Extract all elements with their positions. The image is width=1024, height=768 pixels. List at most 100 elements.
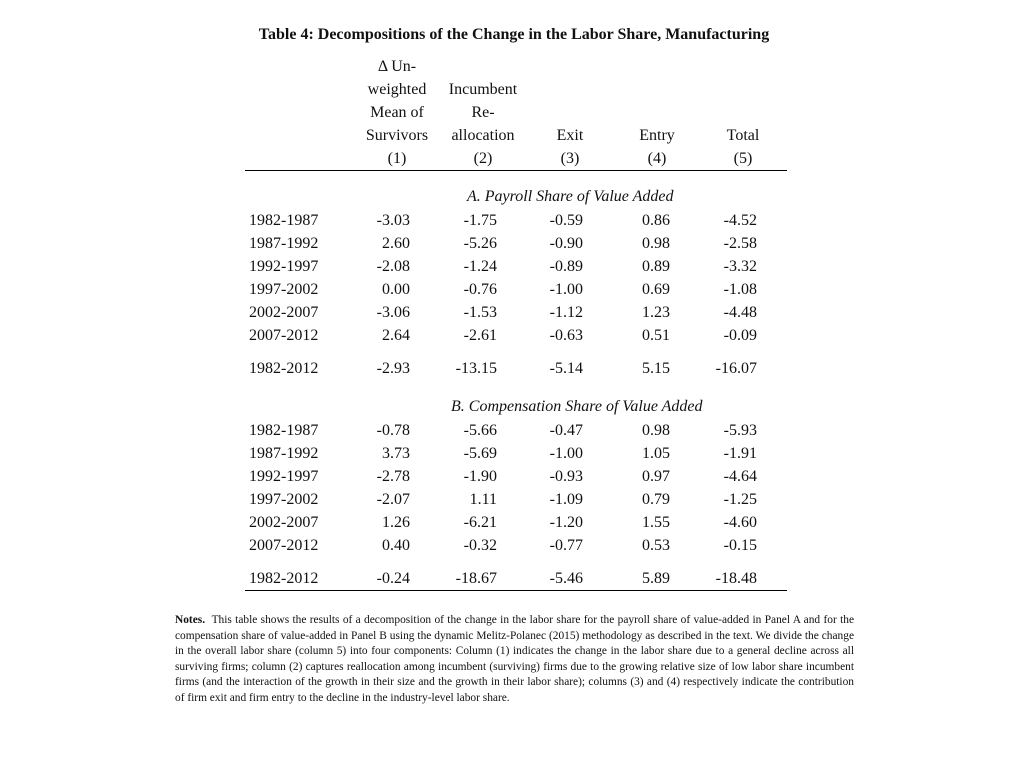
value-cell-col2: -2.61 [463,327,497,344]
value-cell-col1: 0.40 [382,537,410,554]
table-row: 2002-2007 -3.06 -1.53 -1.12 1.23 -4.48 [245,301,787,324]
value-cell-col5: -4.52 [723,212,757,229]
column-header-line: Mean of [370,104,424,121]
value-cell-col4: 5.15 [642,360,670,377]
value-cell-col5: -18.48 [715,570,757,587]
column-header-line: Entry [639,127,675,144]
value-cell-col5: -4.60 [723,514,757,531]
period-label: 1982-1987 [249,212,319,229]
column-header-4: Entry (4) [627,124,687,170]
value-cell-col1: -2.93 [376,360,410,377]
value-cell-col2: -1.24 [463,258,497,275]
period-label: 2007-2012 [249,327,319,344]
period-label: 2007-2012 [249,537,319,554]
value-cell-col5: -1.08 [723,281,757,298]
column-header-line: Total [726,127,760,144]
table-row: 1997-2002 -2.07 1.11 -1.09 0.79 -1.25 [245,488,787,511]
column-number: (1) [387,150,407,167]
value-cell-col4: 1.05 [642,445,670,462]
table-row: 1992-1997 -2.08 -1.24 -0.89 0.89 -3.32 [245,255,787,278]
value-cell-col1: -3.03 [376,212,410,229]
period-label: 1992-1997 [249,468,319,485]
value-cell-col3: -1.12 [549,304,583,321]
table-notes: Notes. This table shows the results of a… [175,613,854,707]
value-cell-col1: -2.07 [376,491,410,508]
value-cell-col3: -1.09 [549,491,583,508]
period-label: 1987-1992 [249,445,319,462]
column-number: (4) [647,150,667,167]
period-label: 1992-1997 [249,258,319,275]
value-cell-col3: -0.90 [549,235,583,252]
panel-a: 1982-1987 -3.03 -1.75 -0.59 0.86 -4.52 1987-19… [245,209,787,380]
total-row: 1982-2012 -0.24 -18.67 -5.46 5.89 -18.48 [245,567,787,591]
value-cell-col5: -16.07 [715,360,757,377]
column-header-line: Δ Un- [377,58,417,75]
value-cell-col1: -0.24 [376,570,410,587]
value-cell-col3: -5.46 [549,570,583,587]
value-cell-col1: -0.78 [376,422,410,439]
column-number: (3) [560,150,580,167]
value-cell-col5: -4.48 [723,304,757,321]
value-cell-col1: 3.73 [382,445,410,462]
value-cell-col4: 5.89 [642,570,670,587]
value-cell-col2: -1.90 [463,468,497,485]
value-cell-col2: 1.11 [469,491,497,508]
value-cell-col3: -5.14 [549,360,583,377]
total-row: 1982-2012 -2.93 -13.15 -5.14 5.15 -16.07 [245,357,787,380]
table-row: 1987-1992 2.60 -5.26 -0.90 0.98 -2.58 [245,232,787,255]
value-cell-col4: 1.55 [642,514,670,531]
column-header-line: allocation [451,127,515,144]
table-row: 1982-1987 -0.78 -5.66 -0.47 0.98 -5.93 [245,419,787,442]
value-cell-col1: -2.78 [376,468,410,485]
value-cell-col3: -0.63 [549,327,583,344]
value-cell-col4: 0.69 [642,281,670,298]
value-cell-col4: 0.79 [642,491,670,508]
column-number: (2) [473,150,493,167]
value-cell-col2: -0.76 [463,281,497,298]
row-spacer [245,347,787,357]
value-cell-col4: 0.98 [642,422,670,439]
value-cell-col3: -0.59 [549,212,583,229]
column-header-3: Exit (3) [540,124,600,170]
value-cell-col2: -18.67 [455,570,497,587]
period-label: 1982-1987 [249,422,319,439]
value-cell-col4: 0.53 [642,537,670,554]
notes-text: This table shows the results of a decomp… [175,614,854,704]
value-cell-col5: -0.09 [723,327,757,344]
column-number: (5) [733,150,753,167]
period-label: 2002-2007 [249,304,319,321]
value-cell-col5: -5.93 [723,422,757,439]
notes-label: Notes. [175,614,206,626]
value-cell-col4: 0.97 [642,468,670,485]
period-label: 2002-2007 [249,514,319,531]
value-cell-col1: 2.64 [382,327,410,344]
value-cell-col5: -4.64 [723,468,757,485]
value-cell-col2: -0.32 [463,537,497,554]
value-cell-col3: -0.47 [549,422,583,439]
value-cell-col5: -2.58 [723,235,757,252]
value-cell-col4: 0.89 [642,258,670,275]
value-cell-col3: -1.00 [549,445,583,462]
period-label: 1987-1992 [249,235,319,252]
column-header-line: weighted [367,81,427,98]
value-cell-col3: -0.93 [549,468,583,485]
period-label: 1982-2012 [249,360,319,377]
period-label: 1982-2012 [249,570,319,587]
value-cell-col3: -1.00 [549,281,583,298]
value-cell-col5: -1.25 [723,491,757,508]
table-row: 1987-1992 3.73 -5.69 -1.00 1.05 -1.91 [245,442,787,465]
table-header: Δ Un- weighted Mean of Survivors (1) Inc… [245,56,787,171]
value-cell-col2: -1.53 [463,304,497,321]
column-header-2: Incumbent Re- allocation (2) [439,78,527,170]
value-cell-col2: -5.26 [463,235,497,252]
value-cell-col3: -0.89 [549,258,583,275]
value-cell-col1: 2.60 [382,235,410,252]
value-cell-col3: -0.77 [549,537,583,554]
row-spacer [245,557,787,567]
value-cell-col5: -3.32 [723,258,757,275]
table-row: 2007-2012 2.64 -2.61 -0.63 0.51 -0.09 [245,324,787,347]
column-header-line: Exit [556,127,584,144]
value-cell-col4: 1.23 [642,304,670,321]
value-cell-col5: -1.91 [723,445,757,462]
table-row: 1997-2002 0.00 -0.76 -1.00 0.69 -1.08 [245,278,787,301]
